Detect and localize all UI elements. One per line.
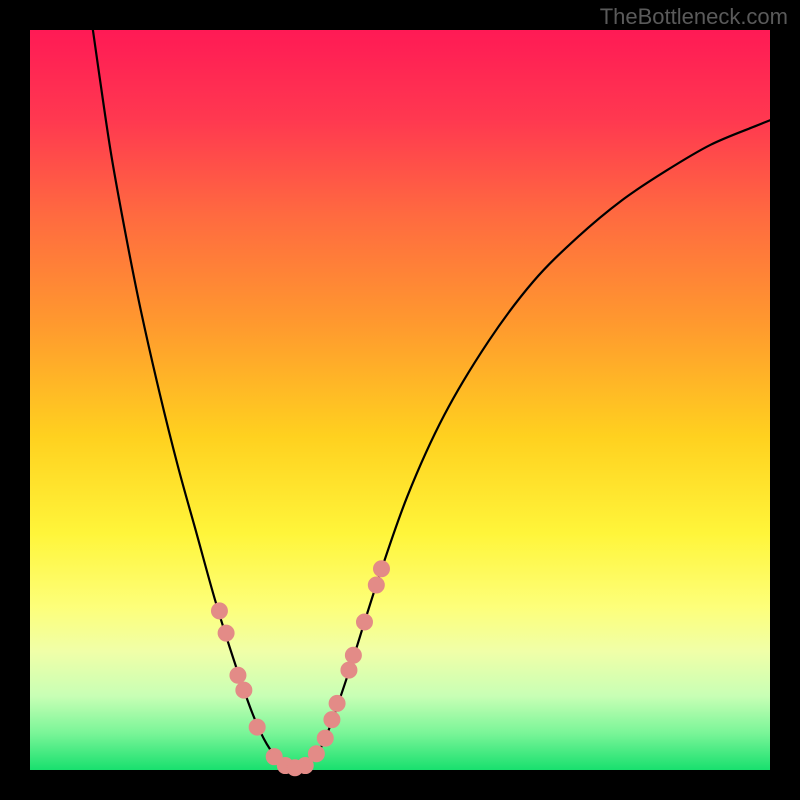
- chart-svg: [30, 30, 770, 770]
- marker-point: [211, 603, 227, 619]
- marker-point: [356, 614, 372, 630]
- marker-point: [374, 561, 390, 577]
- marker-point: [345, 647, 361, 663]
- marker-point: [230, 667, 246, 683]
- marker-point: [218, 625, 234, 641]
- bottleneck-curve: [93, 30, 770, 768]
- highlight-markers: [211, 561, 389, 776]
- marker-point: [324, 712, 340, 728]
- marker-point: [308, 746, 324, 762]
- marker-point: [341, 662, 357, 678]
- watermark-text: TheBottleneck.com: [600, 4, 788, 30]
- marker-point: [249, 719, 265, 735]
- marker-point: [329, 695, 345, 711]
- plot-area: [30, 30, 770, 770]
- marker-point: [317, 730, 333, 746]
- marker-point: [236, 682, 252, 698]
- marker-point: [368, 577, 384, 593]
